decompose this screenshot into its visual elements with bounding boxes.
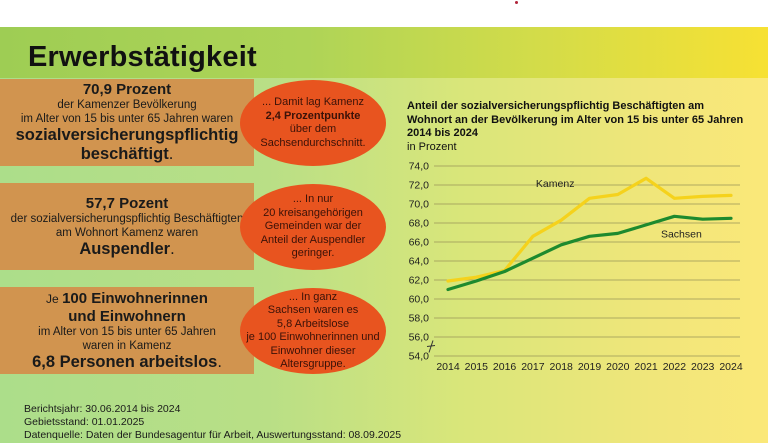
unemployment-highlight-wrap: 6,8 Personen arbeitslos. — [32, 353, 222, 372]
bubble-text: über dem — [289, 123, 337, 135]
chart-title-line: 2014 bis 2024 — [407, 127, 478, 139]
employment-rate: 70,9 Prozent — [82, 81, 172, 98]
employment-highlight-2: beschäftigt — [80, 145, 169, 163]
commuter-highlight-wrap: Auspendler. — [79, 240, 174, 259]
bubble-text: 20 kreisangehörigen — [263, 206, 363, 219]
info-box-commuters: 57,7 Pozent der sozialversicherungspflic… — [0, 183, 254, 270]
footer-notes: Berichtsjahr: 30.06.2014 bis 2024 Gebiet… — [24, 403, 401, 442]
line-chart: 54,0 56,0 58,0 60,0 62,0 64,0 66,0 68,0 70,0 72,0… — [409, 161, 743, 374]
bubble-text: ... Damit lag Kamenz — [261, 96, 365, 108]
top-margin — [0, 0, 768, 27]
chart-title: Anteil der sozialversicherungspflichtig … — [407, 100, 762, 141]
employment-text-2: im Alter von 15 bis unter 65 Jahren ware… — [20, 113, 234, 125]
bubble-unemployment-comparison: ... In ganz Sachsen waren es 5,8 Arbeits… — [240, 288, 386, 374]
x-tick-label: 2015 — [465, 361, 489, 373]
employment-highlight-2-wrap: beschäftigt. — [81, 145, 174, 164]
employment-highlight-1: sozialversicherungspflichtig — [15, 126, 239, 144]
x-tick-label: 2021 — [634, 361, 658, 373]
x-tick-label: 2014 — [436, 361, 460, 373]
bubble-text: Sachsendurchschnitt. — [260, 136, 366, 149]
bubble-text: geringer. — [291, 247, 335, 260]
unemployment-heading-1-wrap: Je 100 Einwohnerinnen — [46, 290, 208, 308]
commuter-text-2: am Wohnort Kamenz waren — [55, 226, 199, 239]
footer-reporting-year: Berichtsjahr: 30.06.2014 bis 2024 — [24, 403, 181, 415]
y-tick-label: 66,0 — [409, 237, 430, 249]
unemployment-text-1: im Alter von 15 bis unter 65 Jahren — [38, 325, 216, 338]
x-tick-label: 2018 — [550, 361, 574, 373]
bubble-highlight: 2,4 Prozentpunkte — [265, 109, 361, 122]
header-band — [0, 27, 768, 78]
bubble-commuter-comparison: ... In nur 20 kreisangehörigen Gemeinden… — [240, 184, 386, 270]
unemployment-highlight: 6,8 Personen arbeitslos — [32, 352, 218, 371]
footer-data-source: Datenquelle: Daten der Bundesagentur für… — [24, 429, 402, 441]
unemployment-heading-1: 100 Einwohnerinnen — [62, 289, 208, 307]
unemployment-period: . — [217, 352, 222, 371]
unemployment-prefix: Je — [46, 291, 63, 306]
commuter-text-1: der sozialversicherungspflichtig Beschäf… — [10, 212, 244, 225]
y-tick-label: 56,0 — [409, 332, 430, 344]
y-tick-label: 64,0 — [409, 256, 430, 268]
bubble-text: ... In ganz — [288, 290, 338, 303]
series-label-sachsen: Sachsen — [661, 228, 702, 240]
chart-y-unit-label: in Prozent — [407, 141, 457, 153]
employment-period: . — [168, 145, 174, 163]
bubble-text: Anteil der Auspendler — [260, 233, 366, 246]
series-label-kamenz: Kamenz — [536, 178, 575, 190]
x-tick-label: 2022 — [663, 361, 687, 373]
x-tick-label: 2017 — [521, 361, 545, 373]
y-axis-ticks: 54,0 56,0 58,0 60,0 62,0 64,0 66,0 68,0 70,0 72,0… — [409, 161, 436, 363]
x-tick-label: 2023 — [691, 361, 715, 373]
x-tick-label: 2019 — [578, 361, 602, 373]
y-tick-label: 70,0 — [409, 199, 430, 211]
bubble-text: Altersgruppe. — [280, 358, 346, 370]
y-tick-label: 72,0 — [409, 180, 430, 192]
y-tick-label: 60,0 — [409, 294, 430, 306]
unemployment-text-2: waren in Kamenz — [82, 339, 172, 352]
x-axis-ticks: 2014 2015 2016 2017 2018 2019 2020 2021 2022 2023… — [436, 361, 743, 373]
chart-title-line: Anteil der sozialversicherungspflichtig … — [407, 100, 705, 112]
commuter-rate: 57,7 Pozent — [85, 194, 169, 212]
chart-title-line: Wohnort an der Bevölkerung im Alter von … — [407, 113, 744, 126]
commuter-highlight: Auspendler — [79, 239, 171, 258]
y-tick-label: 58,0 — [409, 313, 430, 325]
bubble-text: ... In nur — [292, 193, 334, 206]
y-tick-label: 62,0 — [409, 275, 430, 287]
y-tick-label: 74,0 — [409, 161, 430, 173]
annotations: Kamenz Sachsen — [536, 178, 702, 240]
info-box-unemployment: Je 100 Einwohnerinnen und Einwohnern im … — [0, 287, 254, 374]
axis-break-icon — [426, 340, 436, 353]
bubble-text: Gemeinden war der — [264, 220, 362, 233]
grid-lines — [434, 165, 740, 357]
bubble-text: Sachsen waren es — [267, 304, 359, 316]
page-title: Erwerbstätigkeit — [28, 41, 257, 73]
series-lines — [446, 176, 733, 292]
decorative-dot — [515, 1, 518, 4]
bubble-text: 5,8 Arbeitslose — [276, 317, 350, 330]
bubble-employment-comparison: ... Damit lag Kamenz 2,4 Prozentpunkte ü… — [240, 80, 386, 166]
footer-territory-status: Gebietsstand: 01.01.2025 — [24, 416, 145, 428]
y-tick-label: 54,0 — [409, 351, 430, 363]
x-tick-label: 2024 — [719, 361, 743, 373]
info-box-employment: 70,9 Prozent der Kamenzer Bevölkerung im… — [0, 79, 254, 166]
commuter-period: . — [170, 239, 175, 258]
bubble-text: je 100 Einwohnerinnen und — [246, 331, 380, 343]
y-tick-label: 68,0 — [409, 218, 430, 230]
x-tick-label: 2020 — [606, 361, 630, 373]
employment-text-1: der Kamenzer Bevölkerung — [57, 99, 197, 111]
unemployment-heading-2: und Einwohnern — [68, 307, 186, 325]
bubble-text: Einwohner dieser — [270, 344, 356, 357]
x-tick-label: 2016 — [493, 361, 517, 373]
